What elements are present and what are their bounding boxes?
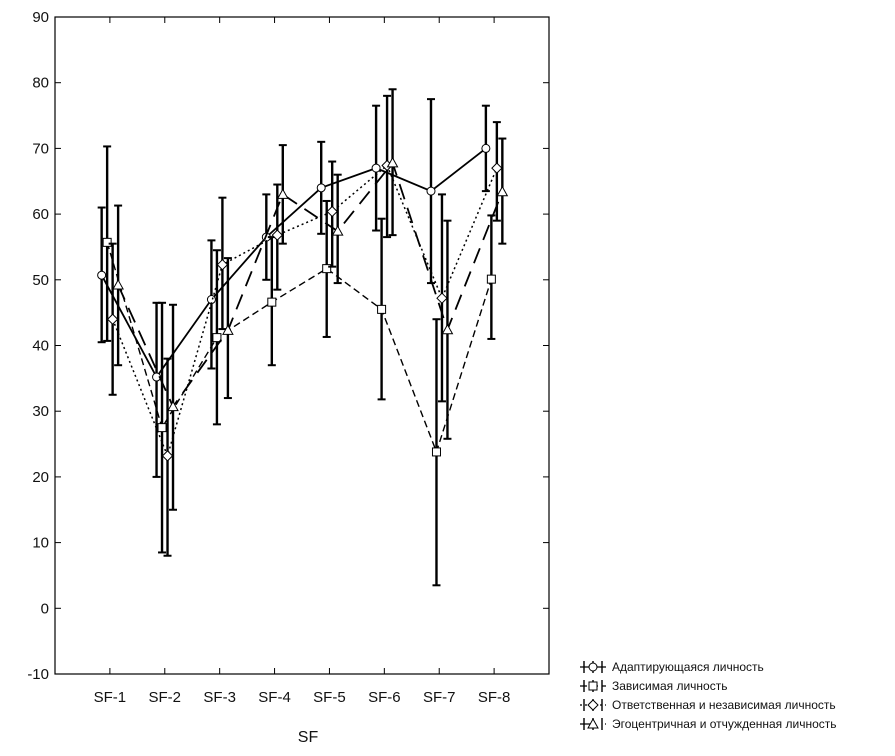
data-point [441,323,454,335]
y-tick-label: 60 [32,206,49,223]
x-axis: SF-1 SF-2 SF-3 SF-4 SF-5 SF-6 SF-7 SF-8 [94,17,511,706]
data-point [106,313,119,325]
data-point [97,270,107,280]
x-tick-label: SF-3 [203,689,236,706]
data-point [322,264,332,274]
data-point [491,162,503,174]
x-tick-label: SF-4 [258,689,291,706]
data-point [431,447,441,457]
plot-area [54,16,550,675]
x-tick-label: SF-7 [423,689,456,706]
y-tick-label: 10 [32,535,49,552]
legend-label: Эгоцентричная и отчужденная личность [612,717,837,731]
legend-marker [587,717,599,729]
y-tick-label: 20 [32,469,49,486]
x-tick-label: SF-8 [478,689,511,706]
data-point [436,292,448,304]
y-tick-label: 80 [32,75,49,92]
data-point [222,324,234,335]
data-point [331,225,344,236]
data-point [167,400,179,412]
y-tick-label: 90 [32,9,49,26]
legend-label: Адаптирующаяся личность [612,660,764,674]
data-point [426,186,436,196]
data-point [216,258,229,271]
data-point [102,237,112,247]
legend-marker [588,662,598,672]
data-point [161,450,174,462]
data-point [267,297,277,307]
series-line [111,164,498,459]
series-line [117,160,504,409]
data-point [481,143,491,153]
x-tick-label: SF-5 [313,689,346,706]
data-point [377,304,387,314]
series-line [106,242,493,455]
legend-symbol [580,680,606,692]
y-tick-label: -10 [27,666,49,683]
data-point [157,423,167,433]
x-axis-title: SF [298,729,319,746]
y-axis: -10 0 10 20 30 40 50 60 70 80 90 [27,9,549,683]
series [106,94,503,557]
legend: Адаптирующаяся личность Зависимая личност… [580,660,837,731]
series [97,98,491,478]
data-point [316,183,326,193]
legend-symbol [580,699,606,711]
data-point [496,185,509,197]
data-point [486,274,496,284]
series [112,88,509,511]
series-line [100,147,487,379]
y-tick-label: 30 [32,403,49,420]
data-point [276,188,289,199]
data-point [212,333,222,343]
y-tick-label: 70 [32,140,49,157]
x-tick-label: SF-6 [368,689,401,706]
y-tick-label: 50 [32,272,49,289]
y-tick-label: 40 [32,338,49,355]
data-point [371,163,381,173]
series-layer [97,88,509,587]
legend-symbol [580,661,606,673]
legend-label: Ответственная и независимая личность [612,698,836,712]
series [102,145,496,587]
data-point [271,229,284,241]
y-tick-label: 0 [41,600,49,617]
legend-symbol [580,717,606,730]
x-tick-label: SF-2 [149,689,182,706]
legend-label: Зависимая личность [612,679,727,693]
data-point [386,156,399,168]
legend-marker [588,681,598,691]
x-tick-label: SF-1 [94,689,127,706]
data-point [326,205,338,218]
data-point [112,279,124,290]
legend-marker [587,699,599,711]
